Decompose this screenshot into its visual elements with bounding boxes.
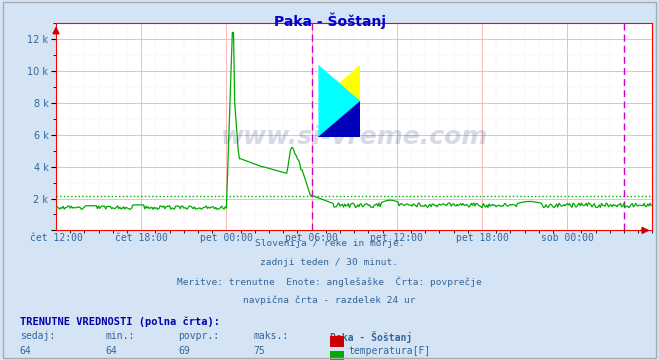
Text: Slovenija / reke in morje.: Slovenija / reke in morje. bbox=[255, 239, 404, 248]
Text: maks.:: maks.: bbox=[254, 331, 289, 341]
Text: 69: 69 bbox=[178, 346, 190, 356]
Text: www.si-vreme.com: www.si-vreme.com bbox=[221, 125, 488, 149]
Text: zadnji teden / 30 minut.: zadnji teden / 30 minut. bbox=[260, 258, 399, 267]
Text: 75: 75 bbox=[254, 346, 266, 356]
Text: Meritve: trenutne  Enote: anglešaške  Črta: povprečje: Meritve: trenutne Enote: anglešaške Črta… bbox=[177, 277, 482, 287]
Text: 64: 64 bbox=[105, 346, 117, 356]
Text: TRENUTNE VREDNOSTI (polna črta):: TRENUTNE VREDNOSTI (polna črta): bbox=[20, 317, 219, 327]
Text: temperatura[F]: temperatura[F] bbox=[348, 346, 430, 356]
Text: Paka - Šoštanj: Paka - Šoštanj bbox=[273, 13, 386, 29]
Text: povpr.:: povpr.: bbox=[178, 331, 219, 341]
Text: navpična črta - razdelek 24 ur: navpična črta - razdelek 24 ur bbox=[243, 296, 416, 305]
Text: Paka - Šoštanj: Paka - Šoštanj bbox=[330, 331, 412, 343]
Text: sedaj:: sedaj: bbox=[20, 331, 55, 341]
Text: min.:: min.: bbox=[105, 331, 135, 341]
Text: 64: 64 bbox=[20, 346, 32, 356]
